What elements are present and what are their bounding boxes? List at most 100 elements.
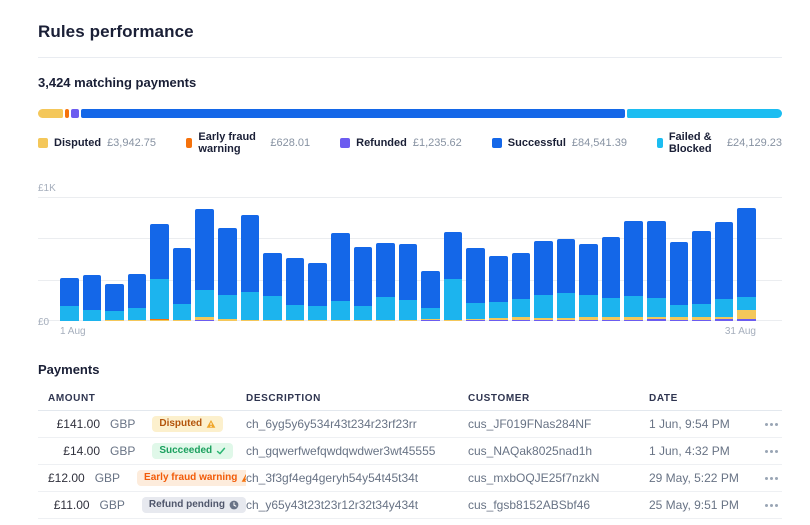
chart-bar-day-14[interactable]: [353, 246, 373, 321]
bar-segment-successful: [150, 224, 169, 279]
chart-bar-day-26[interactable]: [624, 221, 644, 321]
table-row[interactable]: £11.00 GBP Refund pending ch_y65y43t23t23r1…: [38, 492, 782, 519]
bar-segment-refunded: [624, 319, 644, 321]
bar-segment-failed-blocked: [218, 294, 237, 320]
bar-segment-disputed: [421, 319, 440, 321]
bar-segment-disputed: [353, 320, 373, 321]
chart-bar-day-19[interactable]: [466, 248, 485, 321]
bar-segment-disputed: [398, 320, 418, 321]
legend-item-successful[interactable]: Successful £84,541.39: [491, 137, 627, 149]
bar-segment-refunded: [601, 319, 621, 321]
chart-bar-day-9[interactable]: [240, 214, 260, 321]
status-badge: Disputed: [152, 416, 224, 432]
chart-bar-day-6[interactable]: [172, 247, 192, 321]
bar-segment-successful: [308, 262, 327, 307]
chart-bar-day-13[interactable]: [330, 233, 350, 321]
chart-bar-day-22[interactable]: [534, 241, 553, 321]
chart-bar-day-31[interactable]: [737, 207, 756, 321]
bar-segment-disputed: [150, 319, 169, 321]
clock-icon: [229, 500, 239, 510]
table-row[interactable]: £14.00 GBP Succeeded ch_gqwerfwefqwdqwdwer3…: [38, 438, 782, 465]
distribution-segment-refunded[interactable]: [71, 109, 80, 118]
warning-icon: [242, 474, 246, 482]
distribution-segment-successful[interactable]: [81, 109, 625, 118]
bar-segment-successful: [285, 258, 305, 305]
chart-bar-day-8[interactable]: [218, 227, 237, 321]
legend-label: Refunded: [356, 137, 407, 149]
chart-bar-day-12[interactable]: [308, 262, 327, 321]
bar-segment-successful: [60, 277, 79, 307]
bar-segment-refunded: [737, 318, 756, 321]
chart-bar-day-21[interactable]: [511, 252, 531, 321]
distribution-segment-early-fraud-warning[interactable]: [65, 109, 70, 118]
y-axis-max-label: £1K: [38, 183, 56, 194]
bar-segment-disputed: [172, 319, 192, 321]
bar-segment-failed-blocked: [511, 299, 531, 317]
amount-cell: £12.00 GBP Early fraud warning: [48, 470, 246, 486]
chart-bar-day-24[interactable]: [579, 243, 598, 321]
bar-segment-successful: [421, 270, 440, 308]
bar-segment-disputed: [692, 317, 711, 320]
matching-payments-count: 3,424 matching payments: [38, 75, 197, 90]
legend-label: Disputed: [54, 137, 102, 149]
chart-bar-day-20[interactable]: [488, 256, 508, 321]
chart-bar-day-30[interactable]: [714, 222, 734, 321]
chart-bar-day-16[interactable]: [398, 243, 418, 321]
legend-item-early-fraud-warning[interactable]: Early fraud warning £628.01: [186, 131, 310, 155]
bar-segment-disputed: [105, 320, 124, 321]
payment-date: 29 May, 5:22 PM: [649, 471, 739, 485]
chart-bar-day-10[interactable]: [263, 253, 282, 321]
legend-item-disputed[interactable]: Disputed £3,942.75: [38, 137, 156, 149]
chart-bar-day-1[interactable]: [60, 277, 79, 321]
chart-bars: [60, 197, 756, 321]
bar-segment-successful: [82, 274, 102, 310]
chart-bar-day-29[interactable]: [692, 231, 711, 321]
gridline: [38, 238, 782, 240]
bar-segment-failed-blocked: [737, 297, 756, 311]
distribution-segment-failed-blocked[interactable]: [626, 109, 782, 118]
bar-segment-failed-blocked: [105, 310, 124, 320]
chart-bar-day-15[interactable]: [376, 242, 395, 321]
chart-bar-day-7[interactable]: [195, 209, 215, 321]
chart-bar-day-23[interactable]: [556, 239, 576, 321]
payment-date: 1 Jun, 4:32 PM: [649, 444, 730, 458]
chart-bar-day-4[interactable]: [127, 273, 147, 321]
bar-segment-failed-blocked: [150, 278, 169, 320]
bar-segment-disputed: [511, 316, 531, 320]
table-row[interactable]: £141.00 GBP Disputed ch_6yg5y6y534r43t234r2…: [38, 411, 782, 438]
status-badge: Early fraud warning: [137, 470, 246, 486]
chart-bar-day-3[interactable]: [105, 284, 124, 321]
chart-bar-day-27[interactable]: [647, 220, 666, 321]
successful-swatch-icon: [491, 138, 502, 148]
row-overflow-menu-button[interactable]: [754, 422, 782, 426]
bar-segment-successful: [669, 242, 689, 305]
bar-segment-disputed: [443, 319, 463, 321]
distribution-segment-disputed[interactable]: [38, 109, 64, 118]
chart-bar-day-2[interactable]: [82, 274, 102, 321]
chart-bar-day-11[interactable]: [285, 258, 305, 321]
bar-segment-disputed: [285, 319, 305, 321]
bar-segment-failed-blocked: [353, 306, 373, 320]
row-overflow-menu-button[interactable]: [754, 476, 782, 480]
row-overflow-menu-button[interactable]: [754, 449, 782, 453]
bar-segment-failed-blocked: [692, 303, 711, 318]
bar-segment-successful: [330, 233, 350, 301]
bar-segment-successful: [398, 243, 418, 301]
payment-date: 25 May, 9:51 PM: [649, 498, 739, 512]
bar-segment-refunded: [376, 320, 395, 321]
table-row[interactable]: £12.00 GBP Early fraud warning ch_3f3gf4eg4…: [38, 465, 782, 492]
early-fraud-warning-swatch-icon: [186, 138, 193, 148]
chart-bar-day-18[interactable]: [443, 231, 463, 321]
bar-segment-disputed: [714, 317, 734, 320]
chart-bar-day-25[interactable]: [601, 237, 621, 321]
chart-bar-day-5[interactable]: [150, 224, 169, 321]
bar-segment-failed-blocked: [443, 278, 463, 320]
check-icon: [216, 447, 226, 455]
legend-item-failed-blocked[interactable]: Failed & Blocked £24,129.23: [656, 131, 782, 155]
row-overflow-menu-button[interactable]: [754, 503, 782, 507]
bar-segment-refunded: [466, 320, 485, 321]
chart-bar-day-28[interactable]: [669, 242, 689, 321]
legend-item-refunded[interactable]: Refunded £1,235.62: [340, 137, 462, 149]
chart-bar-day-17[interactable]: [421, 270, 440, 321]
table-body: £141.00 GBP Disputed ch_6yg5y6y534r43t234r2…: [38, 411, 782, 519]
